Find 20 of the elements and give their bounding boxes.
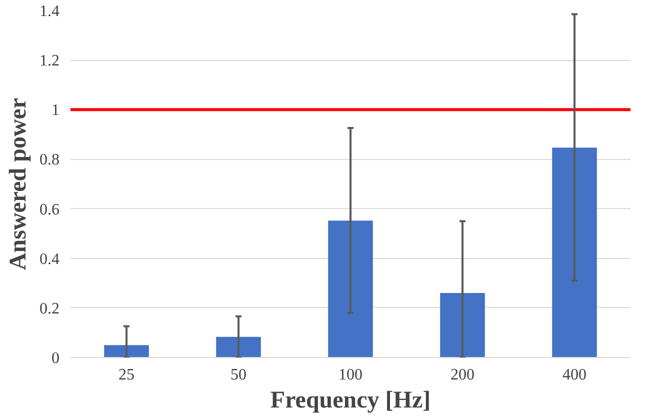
bar xyxy=(216,336,261,358)
x-axis-title: Frequency [Hz] xyxy=(270,388,431,414)
y-tick-label: 0 xyxy=(52,350,60,367)
x-tick-label: 200 xyxy=(450,366,474,384)
x-tick-label: 400 xyxy=(562,366,586,384)
bar xyxy=(328,220,373,358)
x-tick-label: 100 xyxy=(338,366,362,384)
y-tick-label: 0.2 xyxy=(40,300,60,318)
bar xyxy=(104,345,149,358)
x-tick-label: 50 xyxy=(230,366,246,384)
bar xyxy=(552,148,597,358)
y-tick-label: 1 xyxy=(52,102,60,120)
y-tick-label: 0.8 xyxy=(40,152,60,169)
y-tick-label: 1.4 xyxy=(40,3,60,20)
y-axis-title: Answered power xyxy=(6,98,32,270)
y-tick-label: 0.4 xyxy=(40,250,60,268)
y-tick-label: 0.6 xyxy=(40,201,60,218)
y-tick-label: 1.2 xyxy=(40,52,60,70)
bar xyxy=(440,293,485,358)
x-tick-label: 25 xyxy=(118,366,134,384)
